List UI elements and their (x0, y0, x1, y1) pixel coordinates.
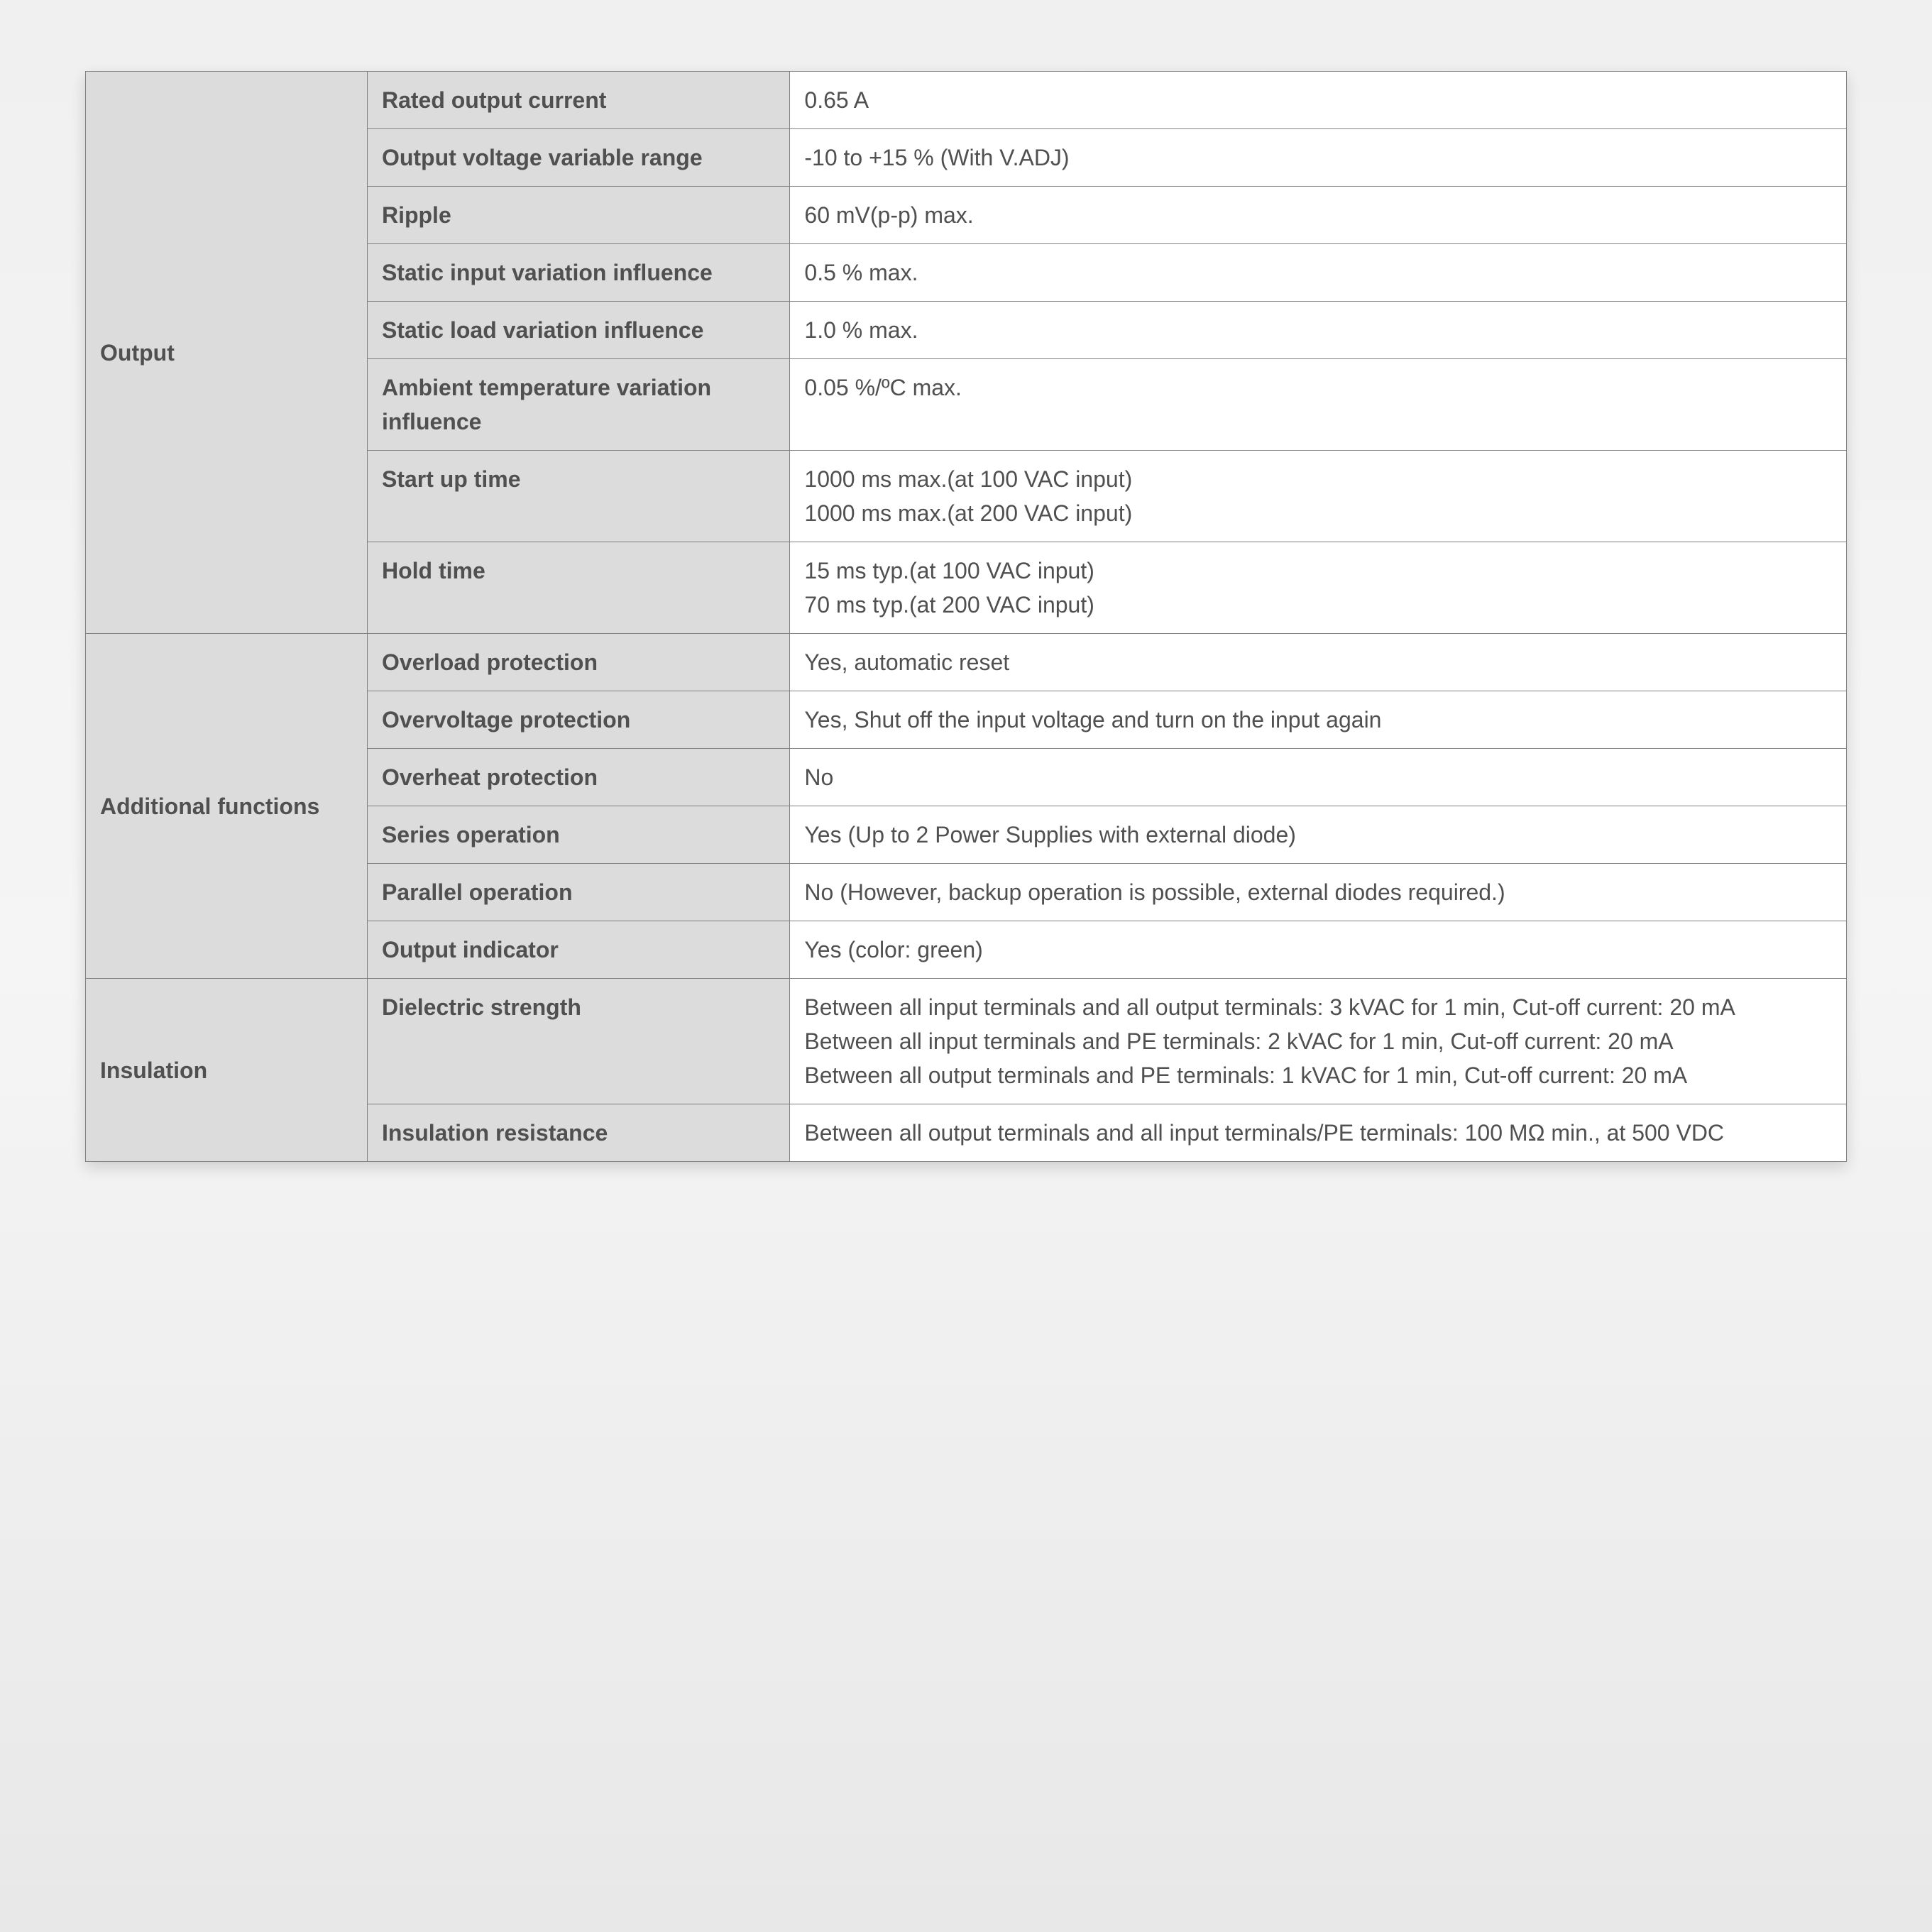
param-cell: Ambient temperature variation influence (367, 359, 789, 451)
specification-table: Output Rated output current 0.65 A Outpu… (85, 71, 1847, 1162)
param-cell: Parallel operation (367, 864, 789, 921)
value-cell: 60 mV(p-p) max. (790, 187, 1847, 244)
category-cell: Additional functions (86, 634, 368, 979)
value-cell: No (However, backup operation is possibl… (790, 864, 1847, 921)
category-cell: Output (86, 72, 368, 634)
param-cell: Overvoltage protection (367, 691, 789, 749)
value-cell: Yes, Shut off the input voltage and turn… (790, 691, 1847, 749)
param-cell: Hold time (367, 542, 789, 634)
value-cell: Between all input terminals and all outp… (790, 979, 1847, 1104)
param-cell: Ripple (367, 187, 789, 244)
table-row: Insulation Dielectric strength Between a… (86, 979, 1847, 1104)
spec-table-body: Output Rated output current 0.65 A Outpu… (86, 72, 1847, 1162)
param-cell: Static load variation influence (367, 302, 789, 359)
table-row: Output Rated output current 0.65 A (86, 72, 1847, 129)
value-cell: Yes (color: green) (790, 921, 1847, 979)
value-cell: 15 ms typ.(at 100 VAC input) 70 ms typ.(… (790, 542, 1847, 634)
table-row: Additional functions Overload protection… (86, 634, 1847, 691)
value-cell: No (790, 749, 1847, 806)
value-cell: Yes (Up to 2 Power Supplies with externa… (790, 806, 1847, 864)
category-cell: Insulation (86, 979, 368, 1162)
param-cell: Static input variation influence (367, 244, 789, 302)
param-cell: Rated output current (367, 72, 789, 129)
value-cell: 1.0 % max. (790, 302, 1847, 359)
value-cell: 0.65 A (790, 72, 1847, 129)
value-cell: Between all output terminals and all inp… (790, 1104, 1847, 1162)
param-cell: Series operation (367, 806, 789, 864)
param-cell: Output voltage variable range (367, 129, 789, 187)
param-cell: Output indicator (367, 921, 789, 979)
param-cell: Start up time (367, 451, 789, 542)
param-cell: Overheat protection (367, 749, 789, 806)
param-cell: Insulation resistance (367, 1104, 789, 1162)
value-cell: 0.05 %/ºC max. (790, 359, 1847, 451)
param-cell: Dielectric strength (367, 979, 789, 1104)
value-cell: 1000 ms max.(at 100 VAC input) 1000 ms m… (790, 451, 1847, 542)
value-cell: Yes, automatic reset (790, 634, 1847, 691)
value-cell: 0.5 % max. (790, 244, 1847, 302)
value-cell: -10 to +15 % (With V.ADJ) (790, 129, 1847, 187)
param-cell: Overload protection (367, 634, 789, 691)
